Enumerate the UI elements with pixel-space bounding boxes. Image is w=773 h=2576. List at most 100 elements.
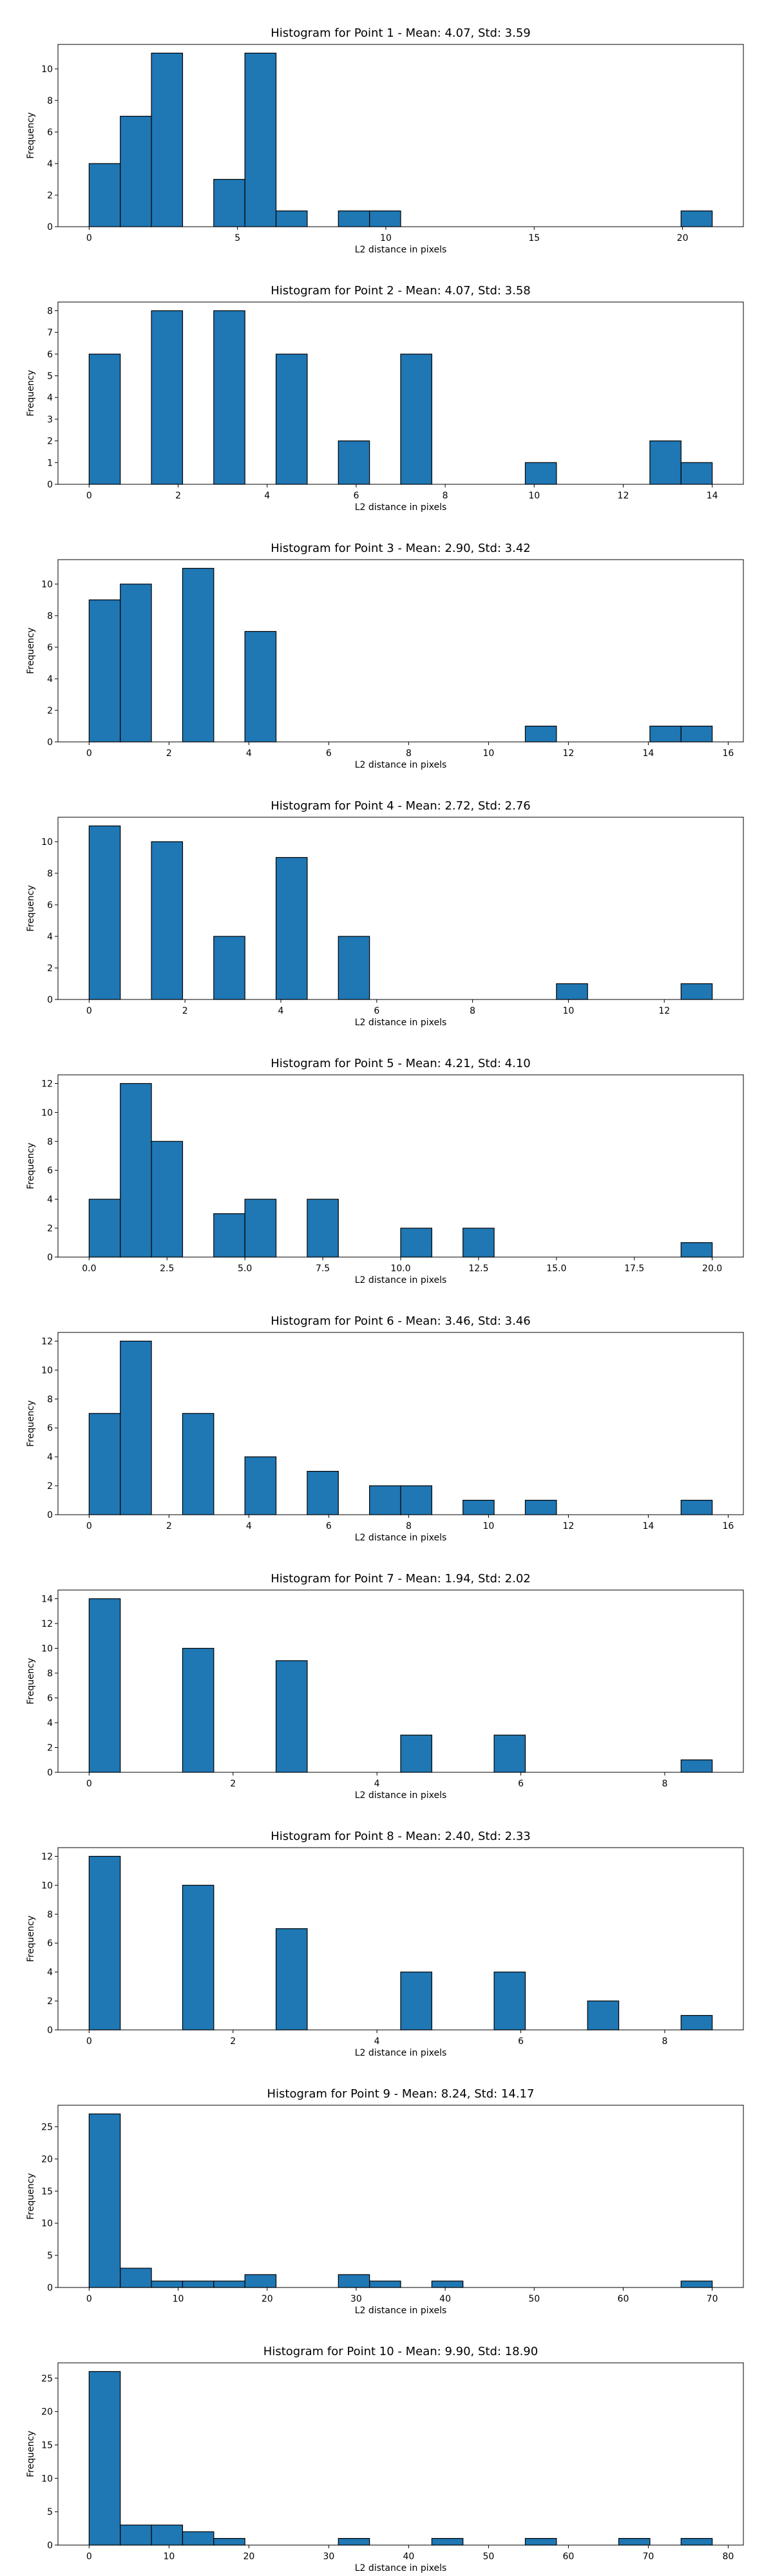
bar bbox=[120, 1083, 152, 1258]
bar bbox=[524, 1499, 557, 1515]
bar bbox=[431, 2538, 464, 2546]
bar bbox=[493, 1971, 526, 2031]
x-tick-label: 20 bbox=[677, 233, 689, 243]
y-tick-label: 0 bbox=[47, 222, 53, 232]
x-tick-label: 14 bbox=[643, 1521, 654, 1531]
chart-title: Histogram for Point 10 - Mean: 9.90, Std… bbox=[263, 2345, 538, 2358]
x-tick-label: 14 bbox=[707, 491, 718, 501]
y-tick-label: 3 bbox=[47, 415, 53, 425]
bar bbox=[338, 2274, 370, 2288]
bar bbox=[680, 1499, 713, 1515]
bar bbox=[88, 354, 121, 485]
y-axis-label: Frequency bbox=[26, 2430, 36, 2477]
y-tick-label: 6 bbox=[47, 1938, 53, 1949]
x-axis-label: L2 distance in pixels bbox=[355, 1018, 447, 1028]
bar bbox=[400, 1227, 432, 1258]
x-tick-label: 6 bbox=[518, 1779, 524, 1789]
y-tick-label: 5 bbox=[47, 2507, 53, 2517]
bar bbox=[151, 1141, 184, 1258]
bar bbox=[88, 1413, 121, 1515]
bar bbox=[400, 354, 432, 485]
y-tick-label: 2 bbox=[47, 963, 53, 974]
y-tick-label: 4 bbox=[47, 1967, 53, 1978]
y-axis-label: Frequency bbox=[26, 885, 36, 931]
y-tick-label: 6 bbox=[47, 643, 53, 653]
axes-frame bbox=[57, 817, 744, 1000]
y-tick-label: 8 bbox=[47, 611, 53, 621]
y-tick-label: 4 bbox=[47, 932, 53, 942]
y-tick-label: 12 bbox=[41, 1852, 53, 1862]
bar bbox=[88, 1855, 121, 2031]
subplot: 0 2 4 6 8 10 12 14 16 0 2 4 6 8 10 12 Histogram for Poin… bbox=[26, 1314, 744, 1543]
y-tick-label: 2 bbox=[47, 1481, 53, 1492]
subplot: 0 2 4 6 8 10 12 14 16 0 2 4 6 8 10 Histogram for Point … bbox=[26, 542, 744, 770]
y-tick-label: 2 bbox=[47, 1743, 53, 1753]
chart-title: Histogram for Point 3 - Mean: 2.90, Std:… bbox=[271, 542, 531, 555]
bar bbox=[88, 599, 121, 743]
bar bbox=[244, 2274, 277, 2288]
y-tick-label: 25 bbox=[41, 2374, 53, 2384]
bar bbox=[680, 210, 713, 227]
x-tick-label: 2 bbox=[166, 1521, 172, 1531]
bar bbox=[680, 983, 713, 1000]
x-tick-label: 2.5 bbox=[160, 1264, 174, 1274]
axes-frame bbox=[57, 1589, 744, 1773]
y-tick-label: 20 bbox=[41, 2407, 53, 2418]
subplot: 0 5 10 15 20 0 2 4 6 8 10 Histogram for Point 1 - M… bbox=[26, 26, 744, 255]
bar bbox=[120, 1340, 152, 1515]
y-axis-label: Frequency bbox=[26, 1400, 36, 1446]
y-tick-label: 8 bbox=[47, 96, 53, 106]
subplot: 0.0 2.5 5.0 7.5 10.0 12.5 15.0 17.5 20.0 0 2 4 6 8 10 1… bbox=[26, 1057, 744, 1285]
x-tick-label: 12 bbox=[618, 491, 629, 501]
bar bbox=[182, 2531, 215, 2546]
x-tick-label: 20.0 bbox=[702, 1264, 722, 1274]
y-tick-label: 4 bbox=[47, 159, 53, 169]
x-tick-label: 16 bbox=[723, 748, 734, 759]
bar bbox=[120, 115, 152, 227]
bar bbox=[649, 440, 682, 485]
subplot: 0 2 4 6 8 0 2 4 6 8 10 12 Histogram for Point 8 - Me… bbox=[26, 1830, 744, 2058]
bar bbox=[463, 1499, 495, 1515]
y-tick-label: 5 bbox=[47, 372, 53, 382]
x-tick-label: 7.5 bbox=[316, 1264, 330, 1274]
chart-title: Histogram for Point 8 - Mean: 2.40, Std:… bbox=[271, 1830, 531, 1843]
y-tick-label: 8 bbox=[47, 1394, 53, 1405]
bar bbox=[338, 210, 370, 227]
y-tick-label: 7 bbox=[47, 328, 53, 338]
y-axis-label: Frequency bbox=[26, 627, 36, 674]
x-tick-label: 4 bbox=[246, 748, 252, 759]
axes-frame bbox=[57, 44, 744, 227]
bar bbox=[680, 462, 713, 485]
y-tick-label: 8 bbox=[47, 869, 53, 879]
x-tick-label: 6 bbox=[353, 491, 359, 501]
axes-frame bbox=[57, 559, 744, 743]
bar bbox=[275, 1660, 308, 1773]
x-tick-label: 30 bbox=[350, 2294, 362, 2304]
y-tick-label: 20 bbox=[41, 2154, 53, 2164]
x-tick-label: 8 bbox=[470, 1006, 475, 1016]
bar bbox=[182, 567, 215, 743]
x-tick-label: 70 bbox=[707, 2294, 718, 2304]
x-tick-label: 8 bbox=[443, 491, 448, 501]
x-tick-label: 4 bbox=[264, 491, 270, 501]
bar bbox=[244, 1456, 277, 1515]
y-axis-label: Frequency bbox=[26, 370, 36, 416]
x-tick-label: 0 bbox=[86, 2294, 92, 2304]
y-tick-label: 0 bbox=[47, 1253, 53, 1263]
axes-frame bbox=[57, 2105, 744, 2288]
bar bbox=[120, 2268, 152, 2288]
subplot: 0 2 4 6 8 10 12 0 2 4 6 8 10 Histogram for Point 4 - … bbox=[26, 799, 744, 1028]
y-tick-label: 0 bbox=[47, 737, 53, 748]
bar bbox=[680, 2014, 713, 2031]
x-tick-label: 15 bbox=[528, 233, 540, 243]
bar bbox=[400, 1734, 432, 1773]
x-tick-label: 50 bbox=[528, 2294, 540, 2304]
x-tick-label: 0 bbox=[86, 1779, 92, 1789]
y-axis-label: Frequency bbox=[26, 112, 36, 158]
y-tick-label: 0 bbox=[47, 2541, 53, 2551]
x-tick-label: 0.0 bbox=[82, 1264, 96, 1274]
chart-title: Histogram for Point 7 - Mean: 1.94, Std:… bbox=[271, 1572, 531, 1586]
x-tick-label: 10 bbox=[482, 1521, 494, 1531]
y-tick-label: 4 bbox=[47, 674, 53, 685]
x-tick-label: 8 bbox=[406, 1521, 412, 1531]
